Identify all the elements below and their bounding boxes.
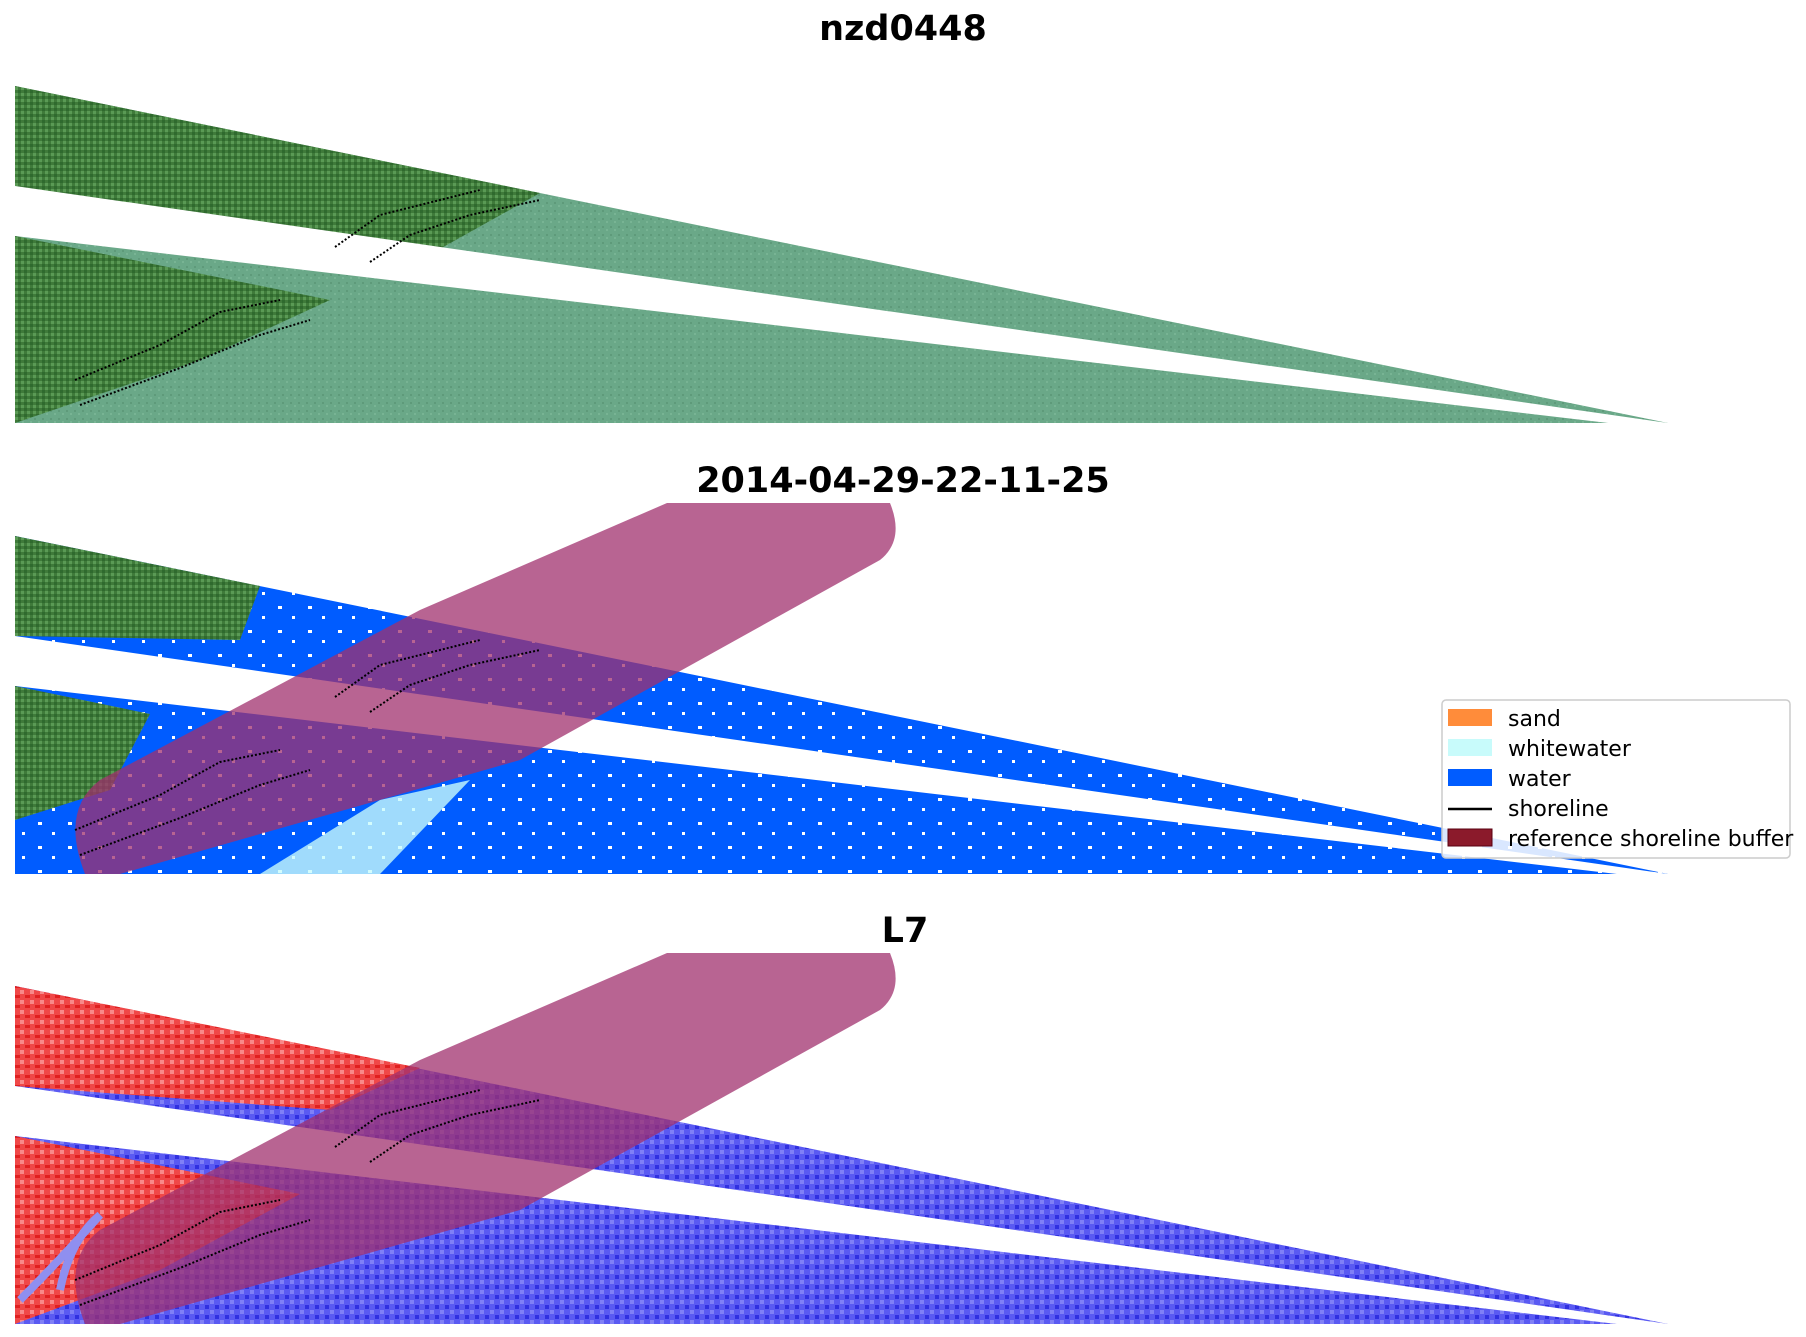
river-channel bbox=[17, 1211, 103, 1303]
panel-title-index: L7 bbox=[882, 911, 929, 951]
shoreline-3 bbox=[74, 1199, 281, 1281]
shoreline-1 bbox=[334, 189, 481, 248]
legend-label-shoreline: shoreline bbox=[1508, 797, 1609, 822]
legend-label-buffer: reference shoreline buffer bbox=[1508, 827, 1794, 852]
gap-white bbox=[15, 186, 1668, 430]
whitewater-patch bbox=[260, 780, 470, 874]
panel-index: L7 bbox=[15, 911, 1668, 1330]
panel-title-classified: 2014-04-29-22-11-25 bbox=[696, 461, 1110, 501]
upper-strip-land bbox=[15, 986, 420, 1110]
image-rgb bbox=[15, 86, 1668, 430]
shoreline-2 bbox=[369, 1099, 541, 1163]
shoreline-4 bbox=[79, 1219, 311, 1306]
legend-swatch-water bbox=[1448, 769, 1492, 786]
shoreline-3 bbox=[74, 299, 281, 381]
legend-swatch-sand bbox=[1448, 709, 1492, 726]
image-index bbox=[15, 953, 1668, 1330]
shoreline-4 bbox=[79, 769, 311, 856]
shoreline-2 bbox=[369, 649, 541, 713]
reference-shoreline-buffer bbox=[75, 503, 896, 874]
legend-swatch-whitewater bbox=[1448, 739, 1492, 756]
shoreline-1 bbox=[334, 639, 481, 698]
panel-classified: 2014-04-29-22-11-25 sand whitewater wate… bbox=[15, 461, 1794, 880]
panel-rgb: nzd0448 bbox=[15, 9, 1668, 430]
panel-title-rgb: nzd0448 bbox=[819, 9, 987, 49]
shoreline-3 bbox=[74, 749, 281, 831]
shoreline-4 bbox=[79, 319, 311, 406]
legend: sand whitewater water shoreline referenc… bbox=[1441, 699, 1794, 859]
upper-strip-land bbox=[15, 536, 260, 640]
legend-label-whitewater: whitewater bbox=[1508, 737, 1632, 762]
shoreline-1 bbox=[334, 1089, 481, 1148]
legend-swatch-buffer bbox=[1447, 828, 1493, 847]
legend-label-water: water bbox=[1508, 767, 1572, 792]
lower-strip-land bbox=[15, 236, 330, 423]
legend-frame bbox=[1441, 699, 1791, 859]
upper-strip-land bbox=[15, 86, 540, 260]
shoreline-2 bbox=[369, 199, 541, 263]
reference-shoreline-buffer bbox=[75, 953, 896, 1324]
lower-strip-land bbox=[15, 686, 150, 820]
image-classified bbox=[15, 503, 1668, 880]
legend-label-sand: sand bbox=[1508, 707, 1561, 732]
